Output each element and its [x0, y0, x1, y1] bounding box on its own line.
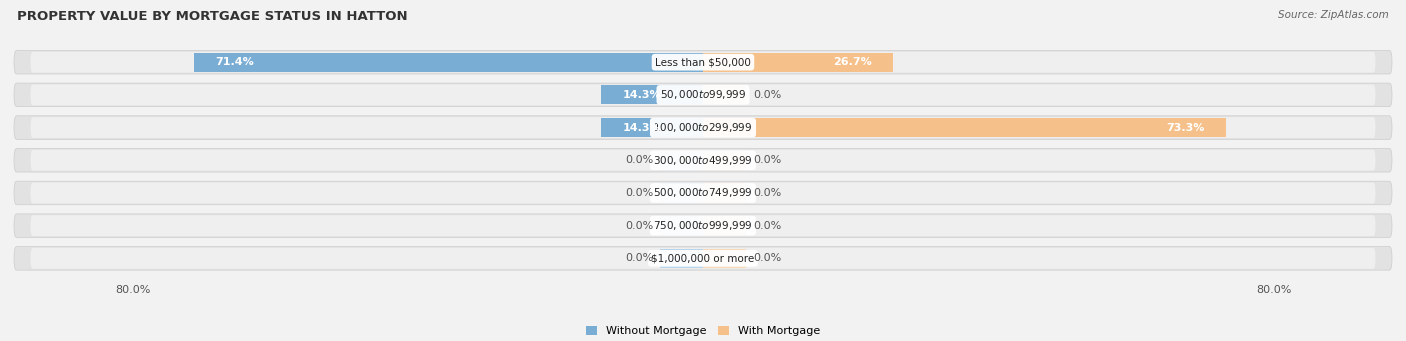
Bar — [703, 249, 745, 268]
FancyBboxPatch shape — [31, 85, 1375, 105]
Text: PROPERTY VALUE BY MORTGAGE STATUS IN HATTON: PROPERTY VALUE BY MORTGAGE STATUS IN HAT… — [17, 10, 408, 23]
Text: 14.3%: 14.3% — [623, 90, 661, 100]
Bar — [661, 183, 703, 203]
Bar — [703, 151, 745, 170]
Text: 0.0%: 0.0% — [754, 221, 782, 231]
Text: 0.0%: 0.0% — [624, 155, 652, 165]
Text: $100,000 to $299,999: $100,000 to $299,999 — [654, 121, 752, 134]
Text: Source: ZipAtlas.com: Source: ZipAtlas.com — [1278, 10, 1389, 20]
Bar — [661, 151, 703, 170]
Bar — [703, 53, 893, 72]
FancyBboxPatch shape — [31, 182, 1375, 204]
Bar — [661, 249, 703, 268]
Legend: Without Mortgage, With Mortgage: Without Mortgage, With Mortgage — [582, 322, 824, 341]
Text: 0.0%: 0.0% — [624, 188, 652, 198]
Text: 0.0%: 0.0% — [754, 155, 782, 165]
Bar — [600, 85, 703, 104]
FancyBboxPatch shape — [14, 83, 1392, 107]
Text: $50,000 to $99,999: $50,000 to $99,999 — [659, 88, 747, 101]
Text: 0.0%: 0.0% — [754, 253, 782, 263]
Text: 26.7%: 26.7% — [834, 57, 872, 67]
Text: 0.0%: 0.0% — [754, 90, 782, 100]
Bar — [703, 216, 745, 235]
Bar — [703, 85, 745, 104]
FancyBboxPatch shape — [14, 214, 1392, 237]
FancyBboxPatch shape — [31, 117, 1375, 138]
FancyBboxPatch shape — [14, 148, 1392, 172]
FancyBboxPatch shape — [14, 116, 1392, 139]
FancyBboxPatch shape — [31, 52, 1375, 73]
Text: 14.3%: 14.3% — [623, 122, 661, 133]
FancyBboxPatch shape — [31, 248, 1375, 269]
Text: $300,000 to $499,999: $300,000 to $499,999 — [654, 154, 752, 167]
FancyBboxPatch shape — [31, 215, 1375, 236]
Text: $500,000 to $749,999: $500,000 to $749,999 — [654, 187, 752, 199]
Text: 73.3%: 73.3% — [1166, 122, 1205, 133]
FancyBboxPatch shape — [14, 247, 1392, 270]
Text: 0.0%: 0.0% — [624, 253, 652, 263]
Text: 0.0%: 0.0% — [754, 188, 782, 198]
Bar — [703, 183, 745, 203]
Text: Less than $50,000: Less than $50,000 — [655, 57, 751, 67]
Bar — [661, 216, 703, 235]
Text: $1,000,000 or more: $1,000,000 or more — [651, 253, 755, 263]
Bar — [703, 118, 1226, 137]
FancyBboxPatch shape — [14, 50, 1392, 74]
FancyBboxPatch shape — [14, 181, 1392, 205]
Text: 71.4%: 71.4% — [215, 57, 254, 67]
Bar — [600, 118, 703, 137]
Text: $750,000 to $999,999: $750,000 to $999,999 — [654, 219, 752, 232]
Bar — [194, 53, 703, 72]
FancyBboxPatch shape — [31, 150, 1375, 171]
Text: 0.0%: 0.0% — [624, 221, 652, 231]
